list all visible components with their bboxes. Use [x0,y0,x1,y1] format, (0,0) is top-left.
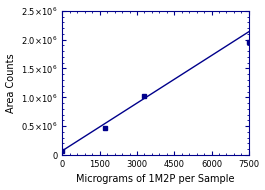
X-axis label: Micrograms of 1M2P per Sample: Micrograms of 1M2P per Sample [76,174,235,184]
Y-axis label: Area Counts: Area Counts [6,53,16,113]
